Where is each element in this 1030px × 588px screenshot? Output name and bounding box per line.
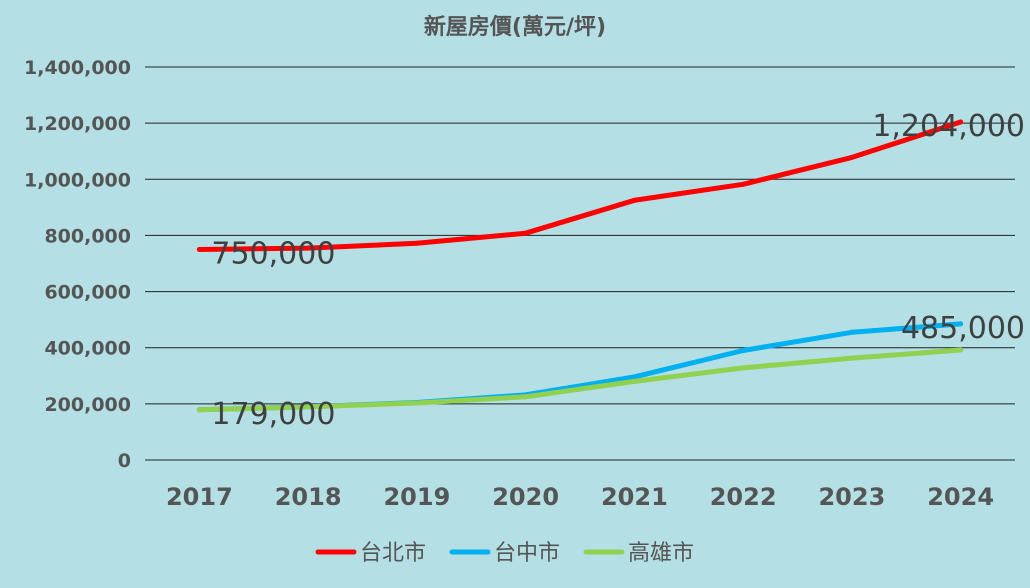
- x-tick-label: 2022: [710, 483, 777, 511]
- legend-item: 台北市: [315, 541, 426, 566]
- data-point: [849, 329, 855, 335]
- y-tick-label: 600,000: [44, 282, 131, 304]
- data-label: 750,000: [211, 236, 335, 271]
- y-tick-label: 200,000: [44, 394, 131, 416]
- data-point: [849, 355, 855, 361]
- legend-item: 高雄市: [583, 541, 694, 566]
- y-tick-label: 0: [118, 450, 131, 472]
- y-axis: 0 200,000 400,000 600,000 800,000 1,000,000 1,…: [24, 57, 131, 472]
- x-tick-label: 2021: [601, 483, 668, 511]
- data-point: [523, 394, 529, 400]
- data-point: [958, 347, 964, 353]
- y-tick-label: 400,000: [44, 338, 131, 360]
- data-point: [523, 230, 529, 236]
- legend-label: 台中市: [494, 541, 560, 566]
- y-tick-label: 1,200,000: [24, 113, 131, 135]
- x-tick-label: 2024: [927, 483, 994, 511]
- data-label: 485,000: [901, 311, 1025, 346]
- y-tick-label: 800,000: [44, 225, 131, 247]
- series-layer: [196, 119, 964, 413]
- x-tick-label: 2020: [492, 483, 559, 511]
- legend: 台北市 台中市 高雄市: [315, 541, 694, 566]
- grid-layer: [145, 66, 1015, 461]
- data-label: 179,000: [211, 397, 335, 432]
- x-tick-label: 2023: [818, 483, 885, 511]
- data-label: 1,204,000: [872, 109, 1025, 144]
- x-axis: 2017 2018 2019 2020 2021 2022 2023 2024: [166, 483, 994, 511]
- data-point: [196, 246, 202, 252]
- y-tick-label: 1,000,000: [24, 169, 131, 191]
- data-point: [958, 119, 964, 125]
- data-point: [958, 321, 964, 327]
- data-labels: 750,000 1,204,000 179,000 485,000: [211, 109, 1025, 432]
- chart-title: 新屋房價(萬元/坪): [424, 14, 606, 40]
- data-point: [631, 197, 637, 203]
- data-point: [414, 400, 420, 406]
- data-point: [740, 348, 746, 354]
- data-point: [740, 181, 746, 187]
- x-tick-label: 2018: [275, 483, 342, 511]
- series-3: [196, 347, 964, 413]
- data-point: [305, 245, 311, 251]
- data-point: [196, 407, 202, 413]
- legend-label: 高雄市: [628, 541, 694, 566]
- x-tick-label: 2017: [166, 483, 233, 511]
- data-point: [631, 374, 637, 380]
- x-tick-label: 2019: [383, 483, 450, 511]
- data-point: [849, 154, 855, 160]
- series-1: [196, 119, 964, 252]
- data-point: [414, 240, 420, 246]
- legend-label: 台北市: [360, 541, 426, 566]
- y-tick-label: 1,400,000: [24, 57, 131, 79]
- data-point: [305, 404, 311, 410]
- series-line: [196, 119, 964, 252]
- data-point: [631, 378, 637, 384]
- data-point: [740, 365, 746, 371]
- legend-item: 台中市: [449, 541, 560, 566]
- series-line: [196, 347, 964, 413]
